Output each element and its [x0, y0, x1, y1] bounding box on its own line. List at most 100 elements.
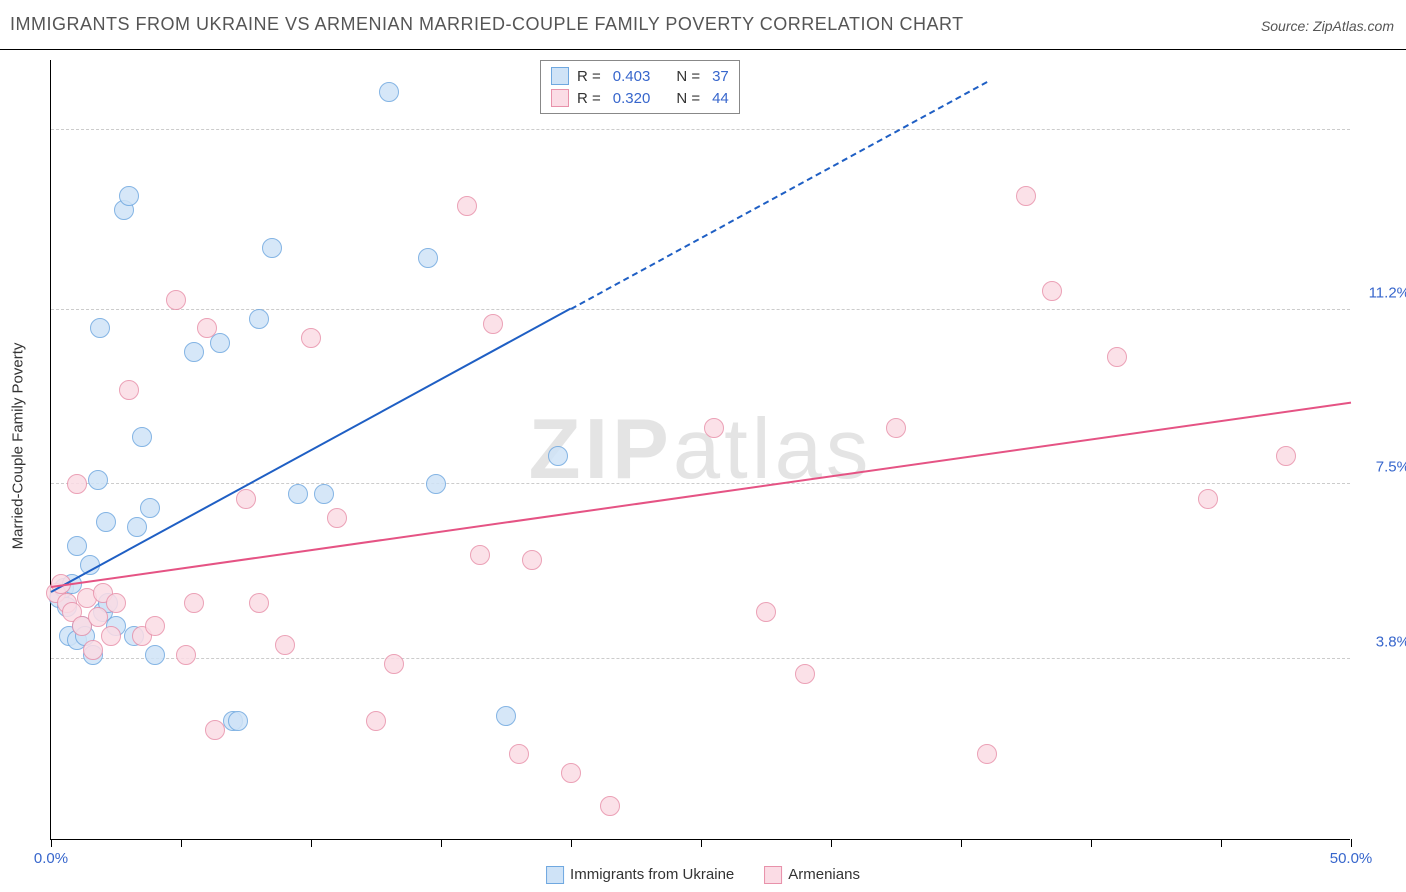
- data-point: [795, 664, 815, 684]
- data-point: [166, 290, 186, 310]
- data-point: [548, 446, 568, 466]
- data-point: [1198, 489, 1218, 509]
- data-point: [90, 318, 110, 338]
- data-point: [561, 763, 581, 783]
- legend-series-label: Armenians: [788, 866, 860, 883]
- data-point: [327, 508, 347, 528]
- x-tick: [701, 839, 702, 847]
- n-label: N =: [676, 90, 700, 107]
- correlation-legend: R = 0.403 N = 37 R = 0.320 N = 44: [540, 60, 740, 114]
- data-point: [127, 517, 147, 537]
- x-tick: [311, 839, 312, 847]
- data-point: [249, 593, 269, 613]
- x-tick: [1221, 839, 1222, 847]
- data-point: [509, 744, 529, 764]
- r-value: 0.403: [613, 68, 651, 85]
- y-tick-label: 3.8%: [1376, 634, 1406, 651]
- data-point: [496, 706, 516, 726]
- x-tick: [441, 839, 442, 847]
- data-point: [67, 474, 87, 494]
- data-point: [249, 309, 269, 329]
- data-point: [119, 186, 139, 206]
- legend-stat-row: R = 0.320 N = 44: [551, 87, 729, 109]
- data-point: [132, 427, 152, 447]
- data-point: [483, 314, 503, 334]
- r-label: R =: [577, 90, 601, 107]
- data-point: [470, 545, 490, 565]
- series-legend: Immigrants from Ukraine Armenians: [546, 866, 860, 884]
- n-value: 37: [712, 68, 729, 85]
- y-tick-label: 11.2%: [1369, 284, 1406, 301]
- x-tick: [571, 839, 572, 847]
- x-tick: [831, 839, 832, 847]
- data-point: [106, 593, 126, 613]
- r-value: 0.320: [613, 90, 651, 107]
- n-label: N =: [676, 68, 700, 85]
- legend-swatch: [551, 89, 569, 107]
- data-point: [176, 645, 196, 665]
- x-tick-label: 0.0%: [34, 850, 68, 867]
- legend-swatch: [764, 866, 782, 884]
- legend-series-label: Immigrants from Ukraine: [570, 866, 734, 883]
- r-label: R =: [577, 68, 601, 85]
- source-label: Source:: [1261, 18, 1313, 34]
- data-point: [197, 318, 217, 338]
- data-point: [314, 484, 334, 504]
- data-point: [366, 711, 386, 731]
- data-point: [704, 418, 724, 438]
- x-tick: [961, 839, 962, 847]
- scatter-plot-area: ZIPatlas 3.8%7.5%11.2%0.0%50.0%: [50, 60, 1350, 840]
- data-point: [145, 616, 165, 636]
- x-tick: [181, 839, 182, 847]
- data-point: [418, 248, 438, 268]
- gridline-h: [51, 129, 1350, 130]
- data-point: [119, 380, 139, 400]
- data-point: [1016, 186, 1036, 206]
- legend-stat-row: R = 0.403 N = 37: [551, 65, 729, 87]
- legend-series-item: Immigrants from Ukraine: [546, 866, 734, 884]
- data-point: [67, 536, 87, 556]
- data-point: [275, 635, 295, 655]
- y-axis-label: Married-Couple Family Poverty: [10, 343, 27, 550]
- data-point: [457, 196, 477, 216]
- source-attribution: Source: ZipAtlas.com: [1261, 18, 1394, 34]
- data-point: [262, 238, 282, 258]
- chart-header: IMMIGRANTS FROM UKRAINE VS ARMENIAN MARR…: [0, 0, 1406, 50]
- x-tick: [51, 839, 52, 847]
- legend-swatch: [546, 866, 564, 884]
- data-point: [228, 711, 248, 731]
- data-point: [886, 418, 906, 438]
- data-point: [977, 744, 997, 764]
- source-value: ZipAtlas.com: [1313, 18, 1394, 34]
- data-point: [88, 470, 108, 490]
- data-point: [184, 593, 204, 613]
- data-point: [1107, 347, 1127, 367]
- y-tick-label: 7.5%: [1376, 459, 1406, 476]
- data-point: [384, 654, 404, 674]
- data-point: [83, 640, 103, 660]
- data-point: [205, 720, 225, 740]
- data-point: [184, 342, 204, 362]
- gridline-h: [51, 658, 1350, 659]
- data-point: [756, 602, 776, 622]
- data-point: [288, 484, 308, 504]
- data-point: [301, 328, 321, 348]
- n-value: 44: [712, 90, 729, 107]
- data-point: [1042, 281, 1062, 301]
- data-point: [379, 82, 399, 102]
- data-point: [236, 489, 256, 509]
- watermark-light: atlas: [673, 402, 873, 497]
- legend-series-item: Armenians: [764, 866, 860, 884]
- data-point: [426, 474, 446, 494]
- chart-title: IMMIGRANTS FROM UKRAINE VS ARMENIAN MARR…: [10, 14, 964, 35]
- data-point: [522, 550, 542, 570]
- gridline-h: [51, 309, 1350, 310]
- data-point: [145, 645, 165, 665]
- data-point: [101, 626, 121, 646]
- data-point: [88, 607, 108, 627]
- trendline-extrapolation: [571, 81, 988, 310]
- x-tick: [1351, 839, 1352, 847]
- x-tick-label: 50.0%: [1330, 850, 1373, 867]
- data-point: [600, 796, 620, 816]
- data-point: [140, 498, 160, 518]
